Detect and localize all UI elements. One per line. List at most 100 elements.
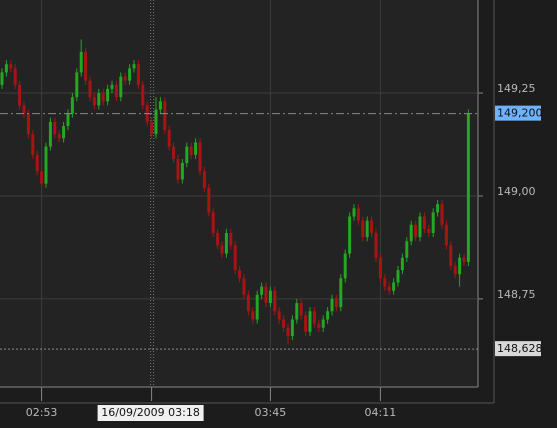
- candle-body: [356, 208, 360, 221]
- candle-body: [255, 294, 259, 320]
- candle-body: [418, 216, 422, 238]
- candle-body: [198, 142, 202, 172]
- y-tick-label: 148,75: [497, 288, 536, 301]
- candle-body: [233, 245, 237, 271]
- candle-body: [84, 51, 88, 81]
- candle-body: [163, 101, 167, 131]
- candle-body: [312, 311, 316, 324]
- candle-body: [48, 121, 52, 147]
- candle-body: [246, 294, 250, 312]
- candle-body: [119, 76, 123, 98]
- candle-body: [251, 311, 255, 320]
- candle-body: [106, 88, 110, 102]
- candle-body: [308, 311, 312, 332]
- candle-body: [317, 323, 321, 328]
- candle-body: [189, 146, 193, 155]
- candle-body: [79, 51, 83, 73]
- candle-body: [295, 303, 299, 320]
- candle-body: [449, 245, 453, 266]
- candle-body: [405, 241, 409, 258]
- candle-body: [374, 233, 378, 258]
- x-tick-label: 02:53: [26, 406, 58, 419]
- candle-body: [136, 64, 140, 85]
- candle-body: [321, 319, 325, 328]
- candle-body: [299, 303, 303, 316]
- candle-body: [180, 163, 184, 180]
- candle-body: [211, 212, 215, 234]
- candle-body: [334, 298, 338, 308]
- candle-body: [378, 257, 382, 279]
- candle-body: [290, 319, 294, 336]
- candle-body: [400, 257, 404, 271]
- candle-body: [194, 142, 198, 155]
- candle-body: [172, 146, 176, 159]
- candle-body: [110, 84, 114, 89]
- candle-body: [9, 64, 13, 69]
- candle-body: [202, 171, 206, 188]
- candle-body: [216, 233, 220, 246]
- candle-body: [343, 253, 347, 279]
- candle-body: [92, 97, 96, 106]
- price-label: 148,628: [497, 342, 543, 355]
- y-tick-label: 149,00: [497, 185, 536, 198]
- candle-body: [229, 233, 233, 246]
- candle-body: [123, 76, 127, 81]
- candle-body: [13, 68, 17, 85]
- candle-body: [392, 282, 396, 291]
- candle-body: [238, 270, 242, 279]
- x-tick-label: 04:11: [365, 406, 397, 419]
- candle-body: [22, 105, 26, 114]
- candle-body: [458, 257, 462, 275]
- candle-body: [330, 298, 334, 312]
- candle-body: [167, 130, 171, 147]
- candle-body: [260, 286, 264, 295]
- candle-body: [431, 212, 435, 234]
- plot-area: [0, 0, 478, 387]
- candle-body: [304, 315, 308, 332]
- candle-body: [18, 84, 22, 106]
- price-label: 149,200: [497, 107, 543, 120]
- candle-body: [242, 278, 246, 295]
- candle-body: [141, 84, 145, 106]
- candle-body: [268, 290, 272, 304]
- candle-body: [97, 93, 101, 106]
- y-tick-label: 149,25: [497, 82, 536, 95]
- candle-body: [62, 125, 66, 139]
- candle-body: [387, 286, 391, 291]
- candle-body: [207, 187, 211, 213]
- x-tick-label: 16/09/2009 03:18: [101, 406, 200, 419]
- candle-body: [88, 80, 92, 98]
- candle-body: [436, 204, 440, 213]
- candle-body: [348, 216, 352, 254]
- candle-body: [352, 208, 356, 217]
- candle-body: [132, 64, 136, 69]
- candle-body: [70, 97, 74, 114]
- price-label-box: [495, 341, 541, 357]
- candle-body: [150, 121, 154, 135]
- candle-body: [224, 233, 228, 254]
- candle-body: [128, 68, 132, 81]
- x-tick-label: 03:45: [255, 406, 287, 419]
- price-label-box: [495, 105, 541, 121]
- candle-body: [396, 270, 400, 283]
- candle-body: [277, 311, 281, 320]
- candle-body: [414, 224, 418, 238]
- candle-body: [286, 327, 290, 336]
- candle-body: [365, 220, 369, 238]
- candle-body: [466, 113, 470, 262]
- candle-body: [339, 278, 343, 308]
- candle-body: [4, 64, 8, 73]
- candle-body: [26, 113, 30, 135]
- candle-body: [444, 224, 448, 246]
- candle-body: [409, 224, 413, 242]
- candle-body: [282, 319, 286, 328]
- candle-body: [361, 220, 365, 238]
- candle-body: [0, 72, 4, 85]
- candle-body: [185, 146, 189, 164]
- candle-body: [440, 204, 444, 225]
- candle-body: [220, 245, 224, 254]
- candle-body: [35, 154, 39, 172]
- candle-body: [114, 84, 118, 98]
